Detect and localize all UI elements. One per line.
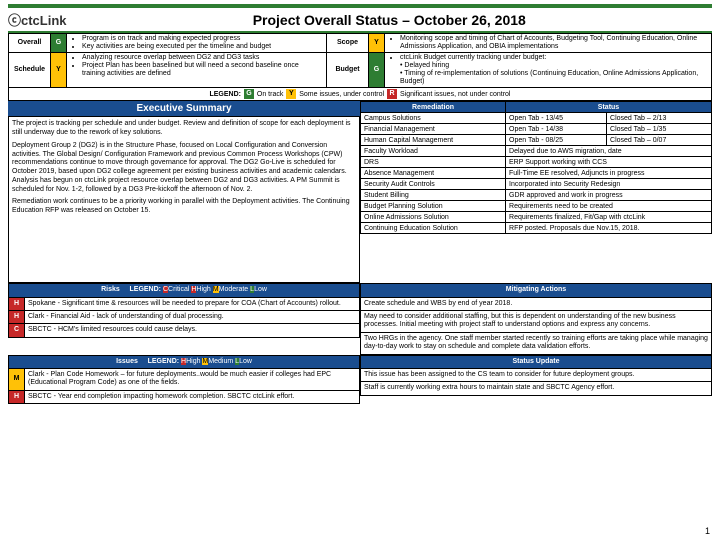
remediation-table: RemediationStatus Campus SolutionsOpen T…	[360, 101, 712, 234]
status-legend: LEGEND: G On track Y Some issues, under …	[9, 88, 712, 101]
issues-table: Issues LEGEND: HHigh MMedium LLow MClark…	[8, 355, 360, 405]
scope-code: Y	[369, 34, 385, 53]
budget-bullets: ctcLink Budget currently tracking under …	[388, 54, 708, 86]
exec-body: The project is tracking per schedule and…	[8, 116, 360, 283]
schedule-label: Schedule	[9, 53, 51, 88]
exec-hdr: Executive Summary	[8, 101, 360, 116]
overall-code: G	[51, 34, 67, 53]
scope-bullets: Monitoring scope and timing of Chart of …	[388, 35, 708, 51]
page-number: 1	[705, 526, 710, 536]
schedule-code: Y	[51, 53, 67, 88]
schedule-bullets: Analyzing resource overlap between DG2 a…	[70, 54, 323, 78]
risks-table: Risks LEGEND: CCritical HHigh MModerate …	[8, 283, 360, 338]
budget-code: G	[369, 53, 385, 88]
logo: ⓒctcLink	[8, 10, 67, 29]
overall-bullets: Program is on track and making expected …	[70, 35, 323, 51]
overall-label: Overall	[9, 34, 51, 53]
scope-label: Scope	[327, 34, 369, 53]
status-grid: Overall G Program is on track and making…	[8, 33, 712, 101]
header: ⓒctcLink Project Overall Status – Octobe…	[8, 8, 712, 33]
budget-label: Budget	[327, 53, 369, 88]
statusupd-table: Status Update This issue has been assign…	[360, 355, 712, 396]
mitig-table: Mitigating Actions Create schedule and W…	[360, 283, 712, 354]
page-title: Project Overall Status – October 26, 201…	[67, 12, 712, 28]
